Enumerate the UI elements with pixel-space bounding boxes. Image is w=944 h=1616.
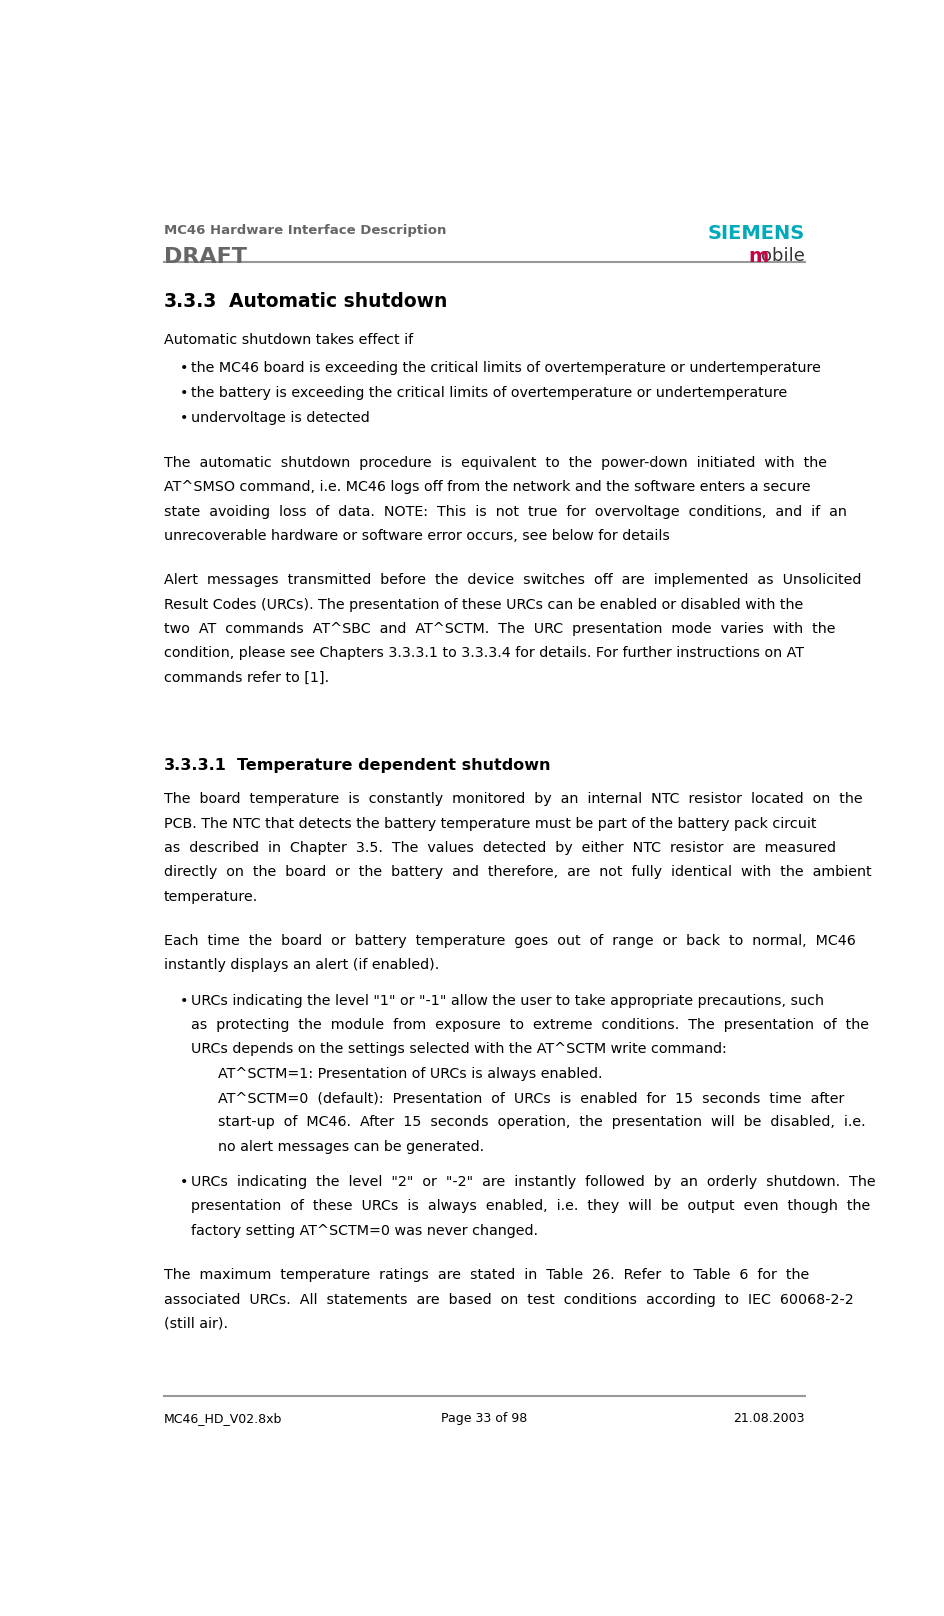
Text: •: • [179,994,188,1008]
Text: Automatic shutdown takes effect if: Automatic shutdown takes effect if [163,333,413,347]
Text: the MC46 board is exceeding the critical limits of overtemperature or undertempe: the MC46 board is exceeding the critical… [191,360,820,375]
Text: AT^SCTM=0  (default):  Presentation  of  URCs  is  enabled  for  15  seconds  ti: AT^SCTM=0 (default): Presentation of URC… [218,1091,844,1105]
Text: •: • [179,360,188,375]
Text: Temperature dependent shutdown: Temperature dependent shutdown [237,758,549,772]
Text: commands refer to [1].: commands refer to [1]. [163,671,329,685]
Text: m: m [748,247,767,267]
Text: MC46_HD_V02.8xb: MC46_HD_V02.8xb [163,1412,281,1425]
Text: start-up  of  MC46.  After  15  seconds  operation,  the  presentation  will  be: start-up of MC46. After 15 seconds opera… [218,1115,865,1130]
Text: unrecoverable hardware or software error occurs, see below for details: unrecoverable hardware or software error… [163,528,668,543]
Text: •: • [179,410,188,425]
Text: URCs  indicating  the  level  "2"  or  "-2"  are  instantly  followed  by  an  o: URCs indicating the level "2" or "-2" ar… [191,1175,875,1189]
Text: URCs depends on the settings selected with the AT^SCTM write command:: URCs depends on the settings selected wi… [191,1042,726,1057]
Text: (still air).: (still air). [163,1317,228,1332]
Text: AT^SMSO command, i.e. MC46 logs off from the network and the software enters a s: AT^SMSO command, i.e. MC46 logs off from… [163,480,809,494]
Text: Each  time  the  board  or  battery  temperature  goes  out  of  range  or  back: Each time the board or battery temperatu… [163,934,854,949]
Text: 3.3.3.1: 3.3.3.1 [163,758,227,772]
Text: factory setting AT^SCTM=0 was never changed.: factory setting AT^SCTM=0 was never chan… [191,1223,538,1238]
Text: the battery is exceeding the critical limits of overtemperature or undertemperat: the battery is exceeding the critical li… [191,386,786,399]
Text: state  avoiding  loss  of  data.  NOTE:  This  is  not  true  for  overvoltage  : state avoiding loss of data. NOTE: This … [163,504,846,519]
Text: Alert  messages  transmitted  before  the  device  switches  off  are  implement: Alert messages transmitted before the de… [163,574,860,588]
Text: •: • [179,1175,188,1189]
Text: •: • [179,386,188,399]
Text: undervoltage is detected: undervoltage is detected [191,410,370,425]
Text: as  described  in  Chapter  3.5.  The  values  detected  by  either  NTC  resist: as described in Chapter 3.5. The values … [163,840,834,855]
Text: Result Codes (URCs). The presentation of these URCs can be enabled or disabled w: Result Codes (URCs). The presentation of… [163,598,802,612]
Text: 3.3.3: 3.3.3 [163,292,217,312]
Text: instantly displays an alert (if enabled).: instantly displays an alert (if enabled)… [163,958,438,973]
Text: associated  URCs.  All  statements  are  based  on  test  conditions  according : associated URCs. All statements are base… [163,1293,852,1306]
Text: MC46 Hardware Interface Description: MC46 Hardware Interface Description [163,223,446,238]
Text: as  protecting  the  module  from  exposure  to  extreme  conditions.  The  pres: as protecting the module from exposure t… [191,1018,868,1033]
Text: The  automatic  shutdown  procedure  is  equivalent  to  the  power-down  initia: The automatic shutdown procedure is equi… [163,456,826,470]
Text: SIEMENS: SIEMENS [707,223,804,242]
Text: 21.08.2003: 21.08.2003 [733,1412,804,1425]
Text: DRAFT: DRAFT [163,247,246,267]
Text: temperature.: temperature. [163,889,258,903]
Text: Page 33 of 98: Page 33 of 98 [441,1412,527,1425]
Text: no alert messages can be generated.: no alert messages can be generated. [218,1139,484,1154]
Text: PCB. The NTC that detects the battery temperature must be part of the battery pa: PCB. The NTC that detects the battery te… [163,816,816,831]
Text: The  maximum  temperature  ratings  are  stated  in  Table  26.  Refer  to  Tabl: The maximum temperature ratings are stat… [163,1269,808,1281]
Text: directly  on  the  board  or  the  battery  and  therefore,  are  not  fully  id: directly on the board or the battery and… [163,865,870,879]
Text: condition, please see Chapters 3.3.3.1 to 3.3.3.4 for details. For further instr: condition, please see Chapters 3.3.3.1 t… [163,646,802,661]
Text: The  board  temperature  is  constantly  monitored  by  an  internal  NTC  resis: The board temperature is constantly moni… [163,792,861,806]
Text: two  AT  commands  AT^SBC  and  AT^SCTM.  The  URC  presentation  mode  varies  : two AT commands AT^SBC and AT^SCTM. The … [163,622,834,637]
Text: AT^SCTM=1: Presentation of URCs is always enabled.: AT^SCTM=1: Presentation of URCs is alway… [218,1067,602,1081]
Text: Automatic shutdown: Automatic shutdown [229,292,447,312]
Text: URCs indicating the level "1" or "-1" allow the user to take appropriate precaut: URCs indicating the level "1" or "-1" al… [191,994,823,1008]
Text: presentation  of  these  URCs  is  always  enabled,  i.e.  they  will  be  outpu: presentation of these URCs is always ena… [191,1199,869,1214]
Text: obile: obile [761,247,804,265]
